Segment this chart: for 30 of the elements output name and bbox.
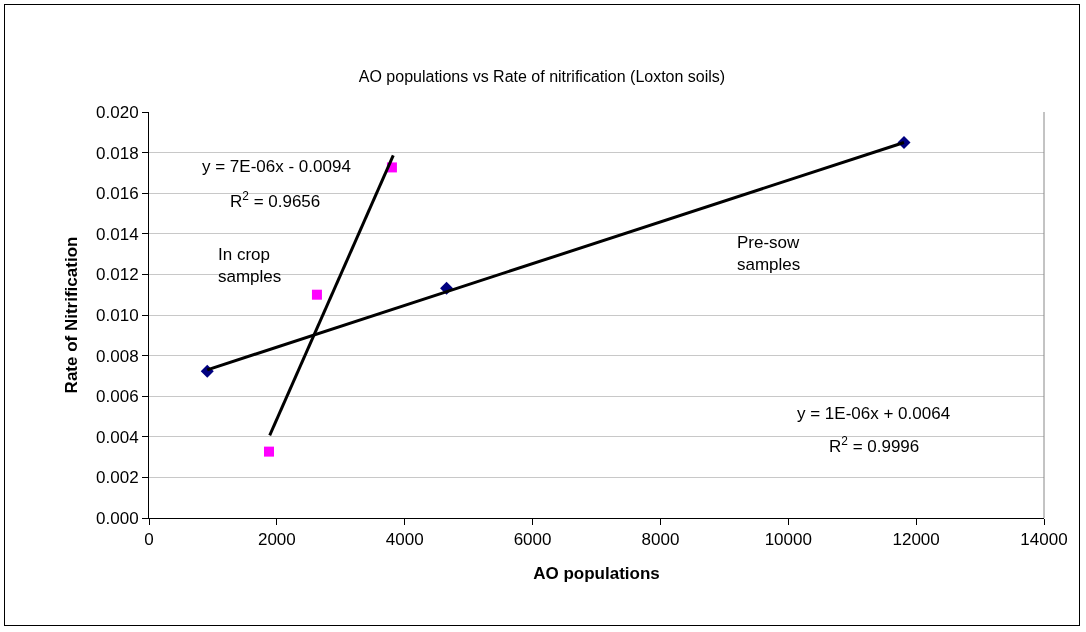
x-tick-label: 0 — [144, 530, 154, 550]
y-axis-title: Rate of Nitrification — [61, 236, 81, 394]
y-tick-label: 0.002 — [96, 468, 139, 488]
chart-title: AO populations vs Rate of nitrification (Loxton soils) — [358, 67, 726, 85]
y-tick-label: 0.020 — [96, 102, 139, 122]
annotation: In crop samples — [218, 245, 282, 287]
y-tick-label: 0.016 — [96, 184, 139, 204]
y-tick-label: 0.004 — [96, 427, 139, 447]
y-tick-label: 0.010 — [96, 305, 139, 325]
y-tick-label: 0.008 — [96, 346, 139, 366]
annotation: y = 7E-06x - 0.0094 — [202, 157, 351, 176]
x-tick-label: 8000 — [641, 530, 680, 550]
x-tick-label: 4000 — [385, 530, 424, 550]
y-tick-label: 0.000 — [96, 508, 139, 528]
x-tick-label: 2000 — [257, 530, 296, 550]
annotation: R$^{2}$ = 0.9996 — [829, 434, 920, 457]
point — [263, 446, 274, 457]
y-tick-label: 0.018 — [96, 143, 139, 163]
y-tick-label: 0.012 — [96, 265, 139, 285]
annotation: Pre-sow samples — [737, 233, 801, 275]
annotation: R$^{2}$ = 0.9656 — [230, 189, 321, 212]
annotation: y = 1E-06x + 0.0064 — [797, 404, 951, 423]
x-tick-label: 14000 — [1020, 530, 1068, 550]
y-tick-label: 0.006 — [96, 387, 139, 407]
x-tick-label: 6000 — [513, 530, 552, 550]
point — [311, 289, 322, 300]
x-tick-label: 12000 — [892, 530, 940, 550]
x-axis-title: AO populations — [533, 563, 660, 583]
x-tick-label: 10000 — [764, 530, 812, 550]
y-tick-label: 0.014 — [96, 224, 139, 244]
